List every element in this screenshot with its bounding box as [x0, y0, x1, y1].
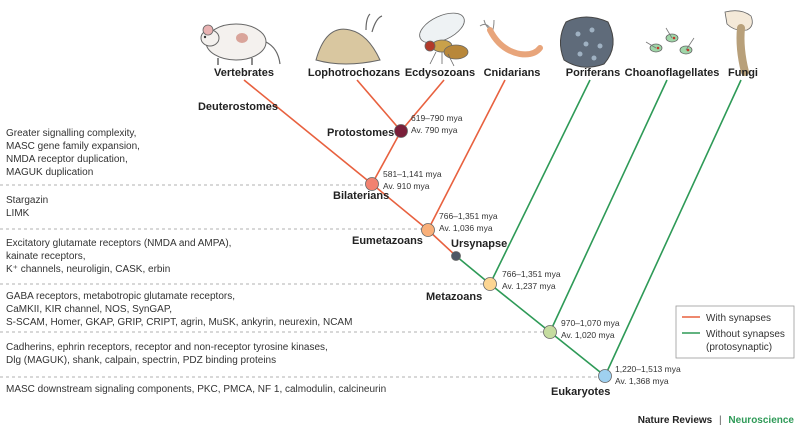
date-eukaryotes-avg: Av. 1,368 mya: [615, 376, 669, 386]
feature-list-bilaterians: Greater signalling complexity, MASC gene…: [6, 128, 140, 178]
choanoflagellate-icon: [645, 27, 695, 55]
branch-bilateria-protostomes: [371, 130, 402, 185]
taxon-cnidarians: Cnidarians: [484, 67, 541, 79]
date-metazoans-avg: Av. 1,237 mya: [502, 281, 556, 291]
green-branches: [455, 79, 742, 377]
date-eukaryotes-range: 1,220–1,513 mya: [615, 364, 681, 374]
slug-icon: [315, 13, 383, 65]
branch-holozoa-choano: [549, 79, 668, 333]
branch-metazoa-porifera: [489, 79, 591, 285]
branch-metazoa-ursynapse: [455, 255, 491, 285]
label-metazoans: Metazoans: [426, 291, 482, 303]
label-deuterostomes: Deuterostomes: [198, 101, 278, 113]
taxon-choanoflagellates: Choanoflagellates: [625, 67, 720, 79]
taxon-fungi: Fungi: [728, 67, 758, 79]
branch-eukaryote-holozoa: [549, 331, 606, 377]
branch-eukaryote-fungi: [604, 79, 742, 377]
date-choano-range: 970–1,070 mya: [561, 318, 620, 328]
fly-icon: [419, 12, 469, 67]
feature-list-opisthokonts: Cadherins, ephrin receptors, receptor an…: [6, 342, 328, 366]
feature-list-eumetazoans: Stargazin LIMK: [6, 195, 48, 219]
feature-line: Cadherins, ephrin receptors, receptor an…: [6, 342, 328, 353]
feature-line: S-SCAM, Homer, GKAP, GRIP, CRIPT, agrin,…: [6, 317, 352, 328]
feature-list-holozoans: GABA receptors, metabotropic glutamate r…: [6, 291, 352, 328]
branch-protostomes-ecdysozoa: [400, 79, 445, 132]
legend: With synapses Without synapses (protosyn…: [675, 305, 795, 359]
hydra-icon: [479, 19, 543, 58]
mouse-icon: [200, 23, 281, 65]
branch-eumetazoa-bilateria: [371, 183, 429, 231]
label-ursynapse: Ursynapse: [451, 238, 507, 250]
legend-label-with: With synapses: [706, 313, 771, 324]
label-protostomes: Protostomes: [327, 127, 394, 139]
feature-line: MAGUK duplication: [6, 167, 93, 178]
feature-line: NMDA receptor duplication,: [6, 154, 128, 165]
credit-separator: |: [719, 415, 722, 426]
credit-line: Nature Reviews | Neuroscience: [638, 415, 795, 426]
feature-line: Dlg (MAGUK), shank, calpain, spectrin, P…: [6, 355, 276, 366]
feature-list-metazoans: Excitatory glutamate receptors (NMDA and…: [6, 238, 231, 275]
date-eumetazoans-avg: Av. 1,036 mya: [439, 223, 493, 233]
feature-line: MASC downstream signaling components, PK…: [6, 384, 386, 395]
feature-line: CaMKII, KIR channel, NOS, SynGAP,: [6, 304, 172, 315]
taxon-lophotrochozans: Lophotrochozans: [308, 67, 400, 79]
date-bilaterians-range: 581–1,141 mya: [383, 169, 442, 179]
feature-line: kainate receptors,: [6, 251, 86, 262]
node-metazoans: [483, 277, 497, 291]
taxon-poriferans: Poriferans: [566, 67, 620, 79]
label-bilaterians: Bilaterians: [333, 190, 389, 202]
feature-line: LIMK: [6, 208, 30, 219]
date-protostomes-range: 619–790 mya: [411, 113, 463, 123]
label-eumetazoans: Eumetazoans: [352, 235, 423, 247]
branch-bilateria-vertebrates: [243, 79, 373, 185]
legend-label-without: Without synapses: [706, 329, 785, 340]
dashed-separators: [0, 184, 605, 378]
node-protostomes: [394, 124, 408, 138]
date-metazoans-range: 766–1,351 mya: [502, 269, 561, 279]
node-ursynapse: [451, 251, 461, 261]
date-bilaterians-avg: Av. 910 mya: [383, 181, 430, 191]
feature-line: Greater signalling complexity,: [6, 128, 136, 139]
node-eumetazoans: [421, 223, 435, 237]
credit-journal: Nature Reviews: [638, 415, 713, 426]
date-eumetazoans-range: 766–1,351 mya: [439, 211, 498, 221]
sponge-icon: [560, 16, 614, 68]
legend-label-protosynaptic: (protosynaptic): [706, 342, 772, 353]
credit-section: Neuroscience: [728, 415, 794, 426]
feature-list-eukaryotes: MASC downstream signaling components, PK…: [6, 384, 386, 395]
tree-nodes: [365, 124, 612, 383]
fungus-icon: [724, 10, 753, 76]
node-bilaterians: [365, 177, 379, 191]
date-protostomes-avg: Av. 790 mya: [411, 125, 458, 135]
feature-line: Excitatory glutamate receptors (NMDA and…: [6, 238, 231, 249]
branch-protostomes-lophotrochozoa: [356, 79, 402, 132]
feature-line: K⁺ channels, neuroligin, CASK, erbin: [6, 264, 170, 275]
red-branches: [243, 79, 506, 257]
feature-line: Stargazin: [6, 195, 48, 206]
node-eukaryotes: [598, 369, 612, 383]
branch-eumetazoa-cnidaria: [427, 79, 506, 231]
taxon-vertebrates: Vertebrates: [214, 67, 274, 79]
taxon-ecdysozoans: Ecdysozoans: [405, 67, 475, 79]
branch-holozoa-metazoa: [489, 283, 551, 333]
legend-box: [675, 305, 795, 359]
feature-line: GABA receptors, metabotropic glutamate r…: [6, 291, 235, 302]
date-choano-avg: Av. 1,020 mya: [561, 330, 615, 340]
label-eukaryotes: Eukaryotes: [551, 386, 610, 398]
node-holozoans: [543, 325, 557, 339]
feature-line: MASC gene family expansion,: [6, 141, 140, 152]
